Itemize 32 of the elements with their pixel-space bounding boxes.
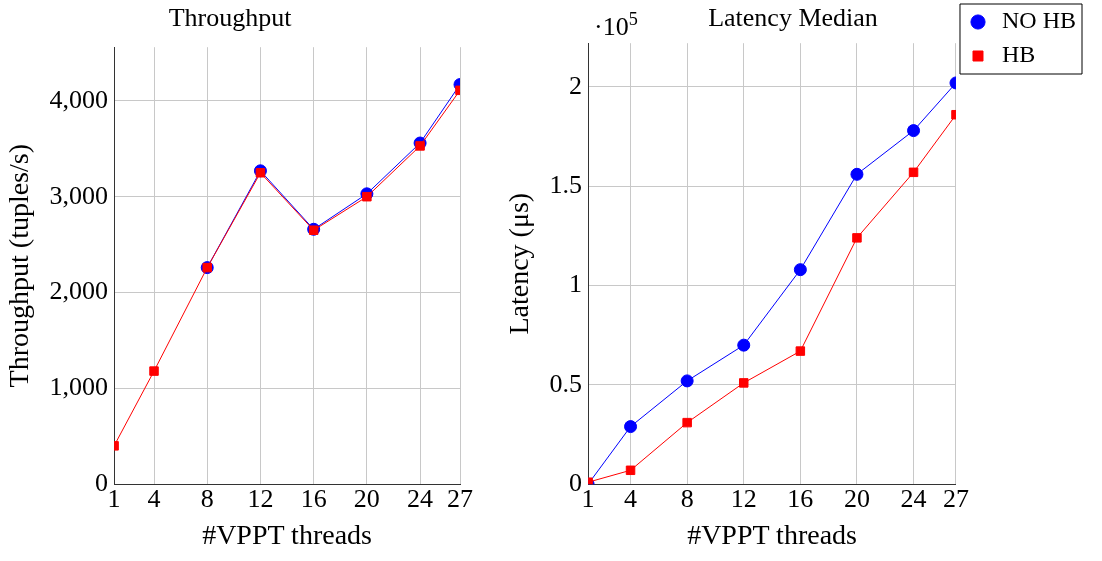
y-tick-label: 2: [569, 70, 583, 100]
y-tick-label: 1: [569, 269, 583, 299]
x-tick-label: 4: [147, 483, 161, 513]
x-tick-label: 27: [447, 483, 473, 513]
y-axis-title: Throughput (tuples/s): [3, 143, 35, 388]
x-tick-label: 4: [624, 483, 638, 513]
x-tick-label: 12: [730, 483, 757, 513]
y-axis-title: Latency (μs): [503, 192, 535, 335]
x-tick-label: 16: [300, 483, 327, 513]
x-tick-label: 8: [200, 483, 214, 513]
y-tick-label: 4,000: [49, 84, 109, 114]
y-tick-label: 0: [569, 468, 583, 498]
x-tick-label: 12: [247, 483, 274, 513]
x-axis-title: #VPPT threads: [687, 518, 857, 550]
chart-title: Throughput: [168, 3, 293, 33]
x-tick-label: 24: [407, 483, 434, 513]
x-tick-label: 27: [943, 483, 969, 513]
x-tick-label: 8: [680, 483, 694, 513]
x-tick-label: 20: [353, 483, 380, 513]
legend-label: NO HB: [1002, 7, 1077, 34]
x-tick-label: 16: [787, 483, 814, 513]
chart-title: Latency Median: [708, 3, 878, 33]
y-tick-label: 0: [95, 468, 109, 498]
y-tick-label: 3,000: [49, 180, 109, 210]
x-axis-title: #VPPT threads: [202, 518, 372, 550]
legend-label: HB: [1002, 41, 1036, 68]
y-tick-label: 1.5: [549, 170, 583, 200]
x-tick-label: 24: [900, 483, 927, 513]
x-tick-label: 20: [843, 483, 870, 513]
y-tick-label: 2,000: [49, 276, 109, 306]
y-tick-label: 0.5: [549, 368, 583, 398]
y-tick-label: 1,000: [49, 372, 109, 402]
